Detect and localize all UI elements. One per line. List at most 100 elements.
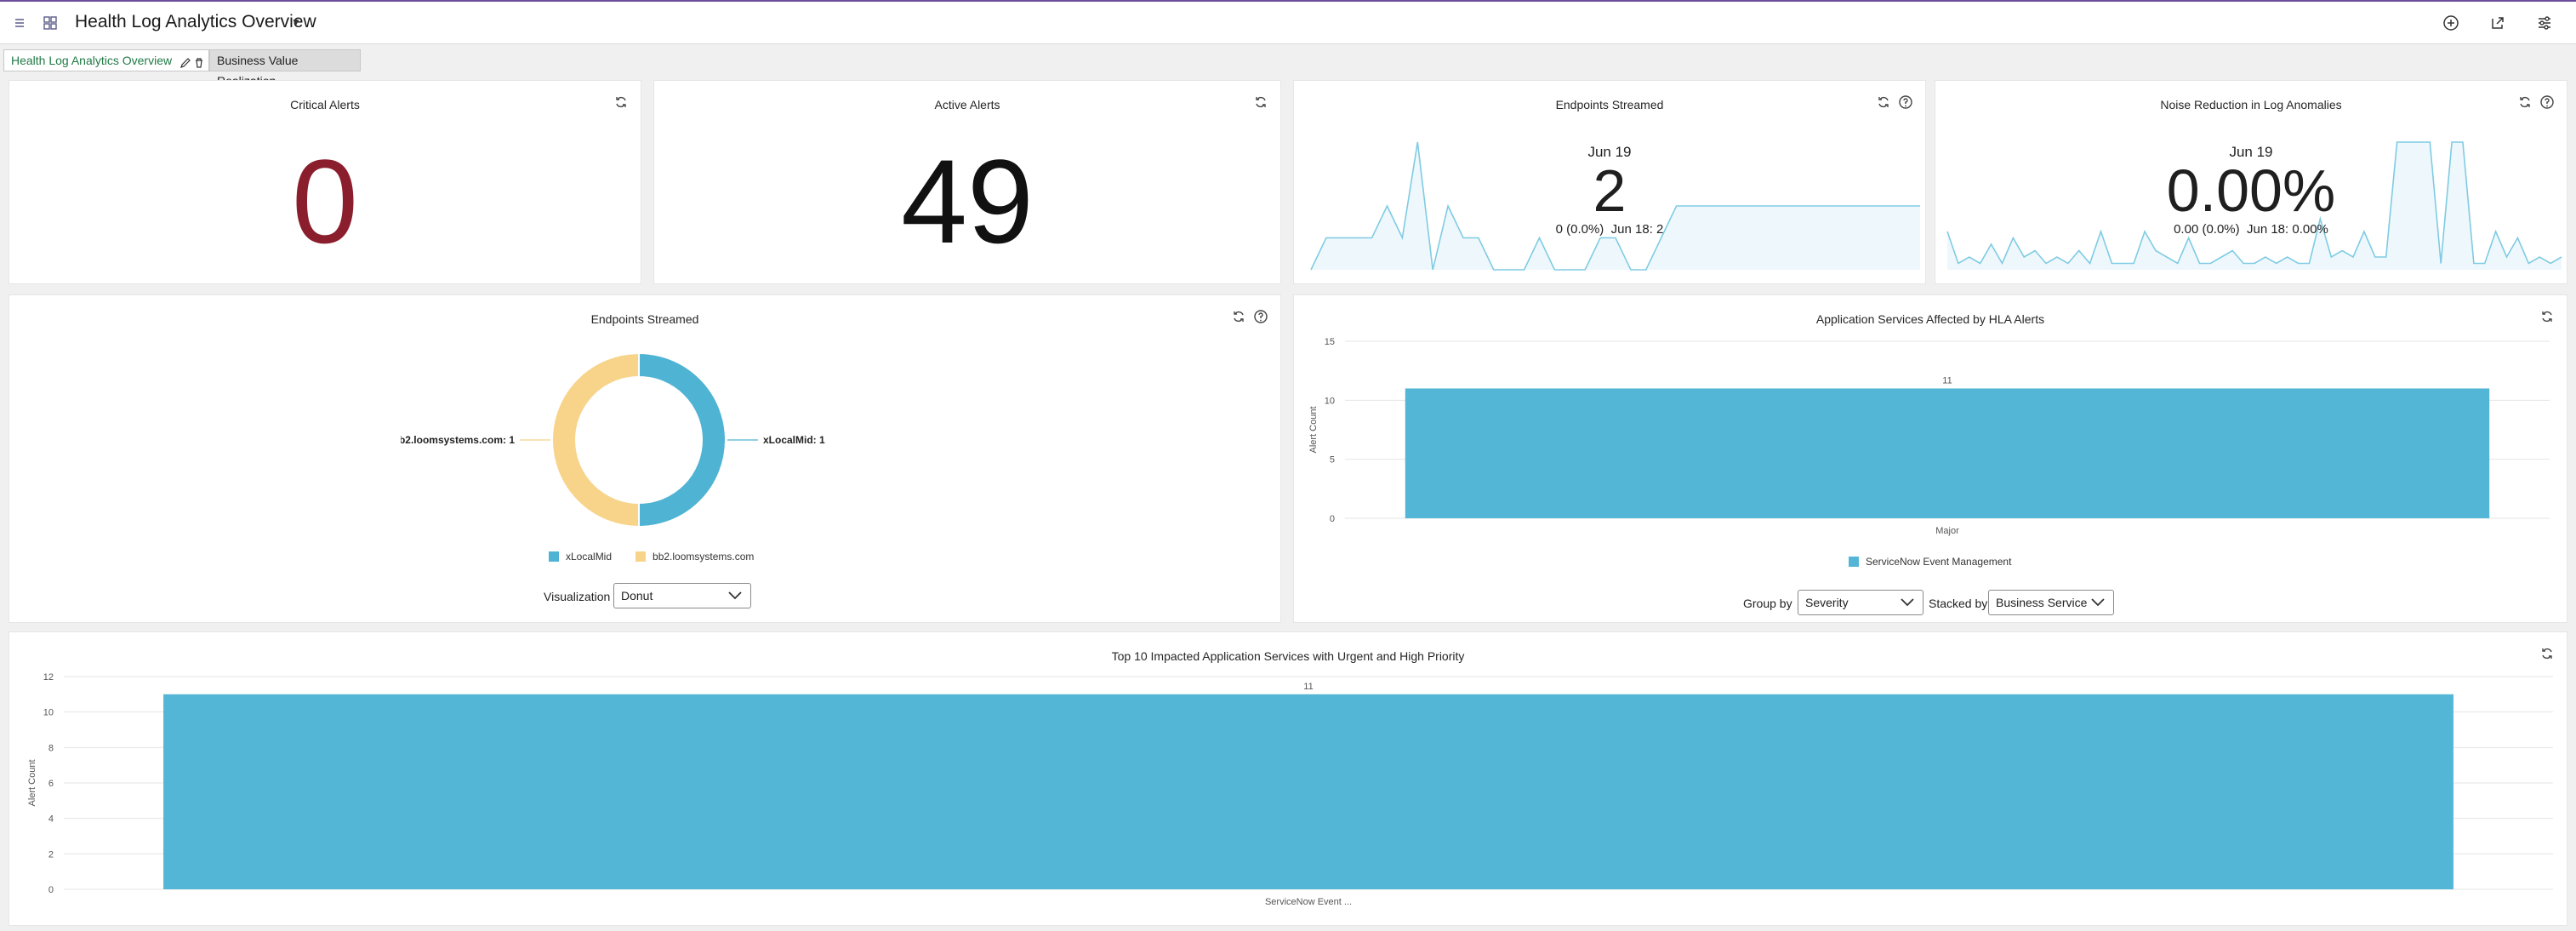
group-by-select[interactable]: Severity: [1798, 590, 1923, 615]
y-tick-label: 8: [48, 743, 54, 753]
y-tick-label: 15: [1325, 337, 1335, 347]
select-value: Business Service: [1996, 596, 2088, 609]
y-tick-label: 6: [48, 779, 54, 789]
y-axis-label: Alert Count: [1308, 406, 1319, 453]
panel-title: Active Alerts: [934, 98, 1000, 111]
refresh-icon[interactable]: [1876, 94, 1891, 111]
y-tick-label: 0: [1330, 514, 1335, 524]
legend-item[interactable]: ServiceNow Event Management: [1849, 556, 2011, 568]
y-tick-label: 12: [43, 672, 54, 683]
help-icon[interactable]: [1253, 309, 1268, 326]
bar-data-label: 11: [1942, 375, 1952, 386]
y-tick-label: 10: [43, 708, 54, 718]
sparkline-area: [1947, 142, 2562, 270]
noise-reduction-sparkline: [1946, 141, 2562, 270]
trend-change: 0.00 (0.0%): [2174, 222, 2240, 237]
hamburger-menu-icon[interactable]: [10, 14, 29, 32]
y-tick-label: 0: [48, 885, 54, 895]
donut-slice: [551, 351, 640, 528]
dashboard-title: Health Log Analytics Overview: [75, 12, 316, 31]
chevron-down-icon: [1901, 598, 1914, 607]
tab-health-log-analytics-overview[interactable]: Health Log Analytics Overview: [3, 49, 209, 71]
refresh-icon[interactable]: [2539, 309, 2555, 326]
refresh-icon[interactable]: [1253, 94, 1268, 111]
settings-sliders-icon[interactable]: [2535, 14, 2554, 32]
sparkline-line: [1946, 141, 2562, 266]
legend-item[interactable]: bb2.loomsystems.com: [635, 551, 754, 563]
visualization-label: Visualization: [544, 590, 611, 603]
app-services-legend: ServiceNow Event Management: [1294, 556, 2567, 569]
top10-panel: Top 10 Impacted Application Services wit…: [9, 631, 2567, 926]
trend-value[interactable]: 0.00%: [2166, 157, 2336, 224]
add-widget-icon[interactable]: [2442, 14, 2460, 32]
legend-swatch: [549, 551, 559, 562]
trend-previous: Jun 18: 0.00%: [2246, 222, 2328, 237]
legend-swatch: [635, 551, 647, 562]
stacked-by-select[interactable]: Business Service: [1988, 590, 2114, 615]
donut-data-label: bb2.loomsystems.com: 1: [401, 434, 515, 446]
refresh-icon[interactable]: [2539, 646, 2555, 663]
help-icon[interactable]: [2539, 94, 2555, 111]
trend-comparison: 0.00 (0.0%) Jun 18: 0.00%: [1935, 222, 2567, 237]
panel-title: Endpoints Streamed: [1555, 98, 1664, 111]
critical-alerts-value[interactable]: 0: [292, 134, 358, 268]
trend-date: Jun 19: [1587, 144, 1632, 160]
tab-business-value-realization[interactable]: Business Value Realization: [209, 49, 361, 88]
sparkline-line: [1310, 141, 1920, 271]
y-tick-label: 2: [48, 849, 54, 860]
trend-date: Jun 19: [2229, 144, 2273, 160]
y-tick-label: 10: [1325, 396, 1335, 406]
donut-data-label: xLocalMid: 1: [763, 434, 825, 446]
panel-title: Application Services Affected by HLA Ale…: [1815, 312, 2045, 326]
app-services-panel: Application Services Affected by HLA Ale…: [1293, 294, 2567, 623]
active-alerts-panel: Active Alerts 49: [653, 80, 1281, 284]
legend-item[interactable]: xLocalMid: [549, 551, 612, 563]
app-services-bar-chart: 0 5 10 15 Alert Count 11 Major: [1308, 337, 2550, 536]
group-by-label: Group by: [1743, 597, 1792, 610]
bar: [163, 694, 2453, 889]
edit-pencil-icon[interactable]: [180, 54, 191, 68]
share-export-icon[interactable]: [2488, 14, 2507, 32]
refresh-icon[interactable]: [2517, 94, 2533, 111]
trend-change: 0 (0.0%): [1555, 222, 1604, 237]
delete-trash-icon[interactable]: [193, 54, 205, 68]
bar: [1405, 388, 2490, 518]
donut-legend: xLocalMid bb2.loomsystems.com: [9, 551, 1280, 564]
trend-value[interactable]: 2: [1593, 157, 1627, 224]
endpoints-trend-panel: Endpoints Streamed Jun 19 2 0 (0.0%) Jun…: [1293, 80, 1926, 284]
critical-alerts-panel: Critical Alerts 0: [9, 80, 641, 284]
stacked-by-label: Stacked by: [1929, 597, 1988, 610]
donut-chart: xLocalMid: 1 bb2.loomsystems.com: 1: [401, 351, 825, 528]
x-tick-label: Major: [1935, 526, 1959, 536]
legend-label: xLocalMid: [566, 551, 613, 563]
title-dropdown-caret-icon[interactable]: ▼: [291, 16, 301, 28]
endpoints-sparkline: [1310, 141, 1920, 271]
legend-label: bb2.loomsystems.com: [653, 551, 755, 563]
legend-label: ServiceNow Event Management: [1866, 556, 2012, 568]
y-tick-label: 5: [1330, 455, 1335, 466]
visualization-select[interactable]: Donut: [613, 583, 751, 608]
bar-data-label: 11: [1303, 682, 1313, 692]
y-tick-label: 4: [48, 814, 54, 825]
refresh-icon[interactable]: [613, 94, 629, 111]
active-alerts-value[interactable]: 49: [901, 134, 1034, 268]
panel-title: Critical Alerts: [290, 98, 360, 111]
tab-label: Health Log Analytics Overview: [11, 54, 173, 67]
donut-slice: [638, 351, 727, 528]
panel-title: Top 10 Impacted Application Services wit…: [1111, 649, 1465, 663]
top-bar: Health Log Analytics Overview ▼: [0, 0, 2576, 44]
trend-previous: Jun 18: 2: [1610, 222, 1664, 237]
help-icon[interactable]: [1898, 94, 1913, 111]
x-tick-label: ServiceNow Event ...: [1265, 897, 1352, 907]
trend-comparison: 0 (0.0%) Jun 18: 2: [1294, 222, 1925, 237]
chevron-down-icon: [728, 591, 742, 600]
grid-apps-icon[interactable]: [41, 14, 60, 32]
chevron-down-icon: [2091, 598, 2105, 607]
select-value: Severity: [1805, 596, 1849, 609]
endpoints-donut-panel: Endpoints Streamed xLocalMid: 1 bb2.looms…: [9, 294, 1281, 623]
refresh-icon[interactable]: [1231, 309, 1246, 326]
y-axis-label: Alert Count: [27, 759, 37, 806]
noise-reduction-panel: Noise Reduction in Log Anomalies Jun 19 …: [1935, 80, 2567, 284]
select-value: Donut: [621, 589, 653, 603]
top10-bar-chart: 0 2 4 6 8 10 12 Alert Count 11 ServiceNow Event .…: [27, 672, 2553, 907]
